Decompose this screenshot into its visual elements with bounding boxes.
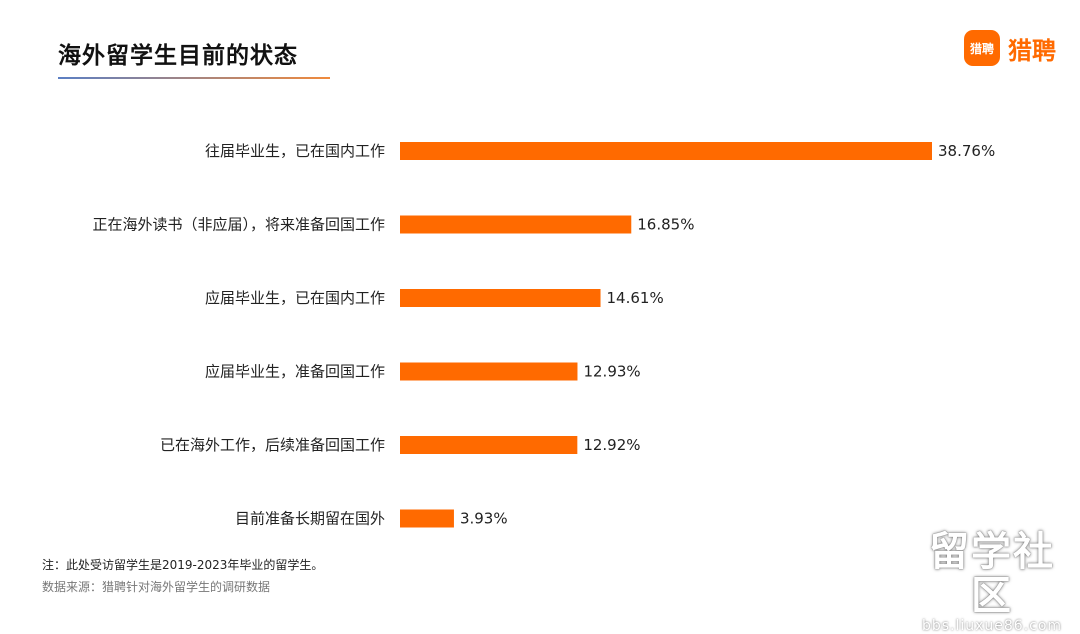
category-label: 正在海外读书（非应届），将来准备回国工作 (92, 216, 385, 234)
watermark-url: bbs.liuxue86.com (921, 618, 1063, 634)
value-label: 14.61% (607, 289, 664, 307)
bar (400, 436, 578, 454)
category-label: 应届毕业生，准备回国工作 (205, 363, 385, 381)
watermark: 留学社区 bbs.liuxue86.com (912, 530, 1072, 634)
value-label: 16.85% (637, 216, 694, 234)
title-underline (58, 77, 330, 79)
bar (400, 215, 632, 234)
value-label: 38.76% (938, 142, 995, 160)
brand-name: 猎聘 (1008, 36, 1056, 65)
category-label: 目前准备长期留在国外 (235, 510, 385, 528)
bar (400, 509, 454, 528)
chart-title: 海外留学生目前的状态 (58, 43, 298, 69)
watermark-logo-text: 留学社区 (929, 529, 1055, 619)
bar (400, 362, 578, 381)
category-label: 应届毕业生，已在国内工作 (205, 289, 385, 307)
brand-logo: 猎聘 猎聘 (964, 28, 1056, 68)
category-label: 已在海外工作，后续准备回国工作 (160, 436, 385, 454)
category-label: 往届毕业生，已在国内工作 (205, 142, 385, 160)
footnote-source: 数据来源：猎聘针对海外留学生的调研数据 (42, 580, 271, 594)
value-label: 3.93% (460, 510, 508, 528)
bar (400, 142, 932, 160)
value-label: 12.93% (583, 363, 640, 381)
bar (400, 289, 601, 307)
footnote-note: 注：此处受访留学生是2019-2023年毕业的留学生。 (42, 558, 324, 572)
value-label: 12.92% (583, 436, 640, 454)
bar-chart: 往届毕业生，已在国内工作 38.76% 正在海外读书（非应届），将来准备回国工作 16… (92, 142, 995, 528)
logo-badge-icon: 猎聘 (964, 30, 1000, 66)
